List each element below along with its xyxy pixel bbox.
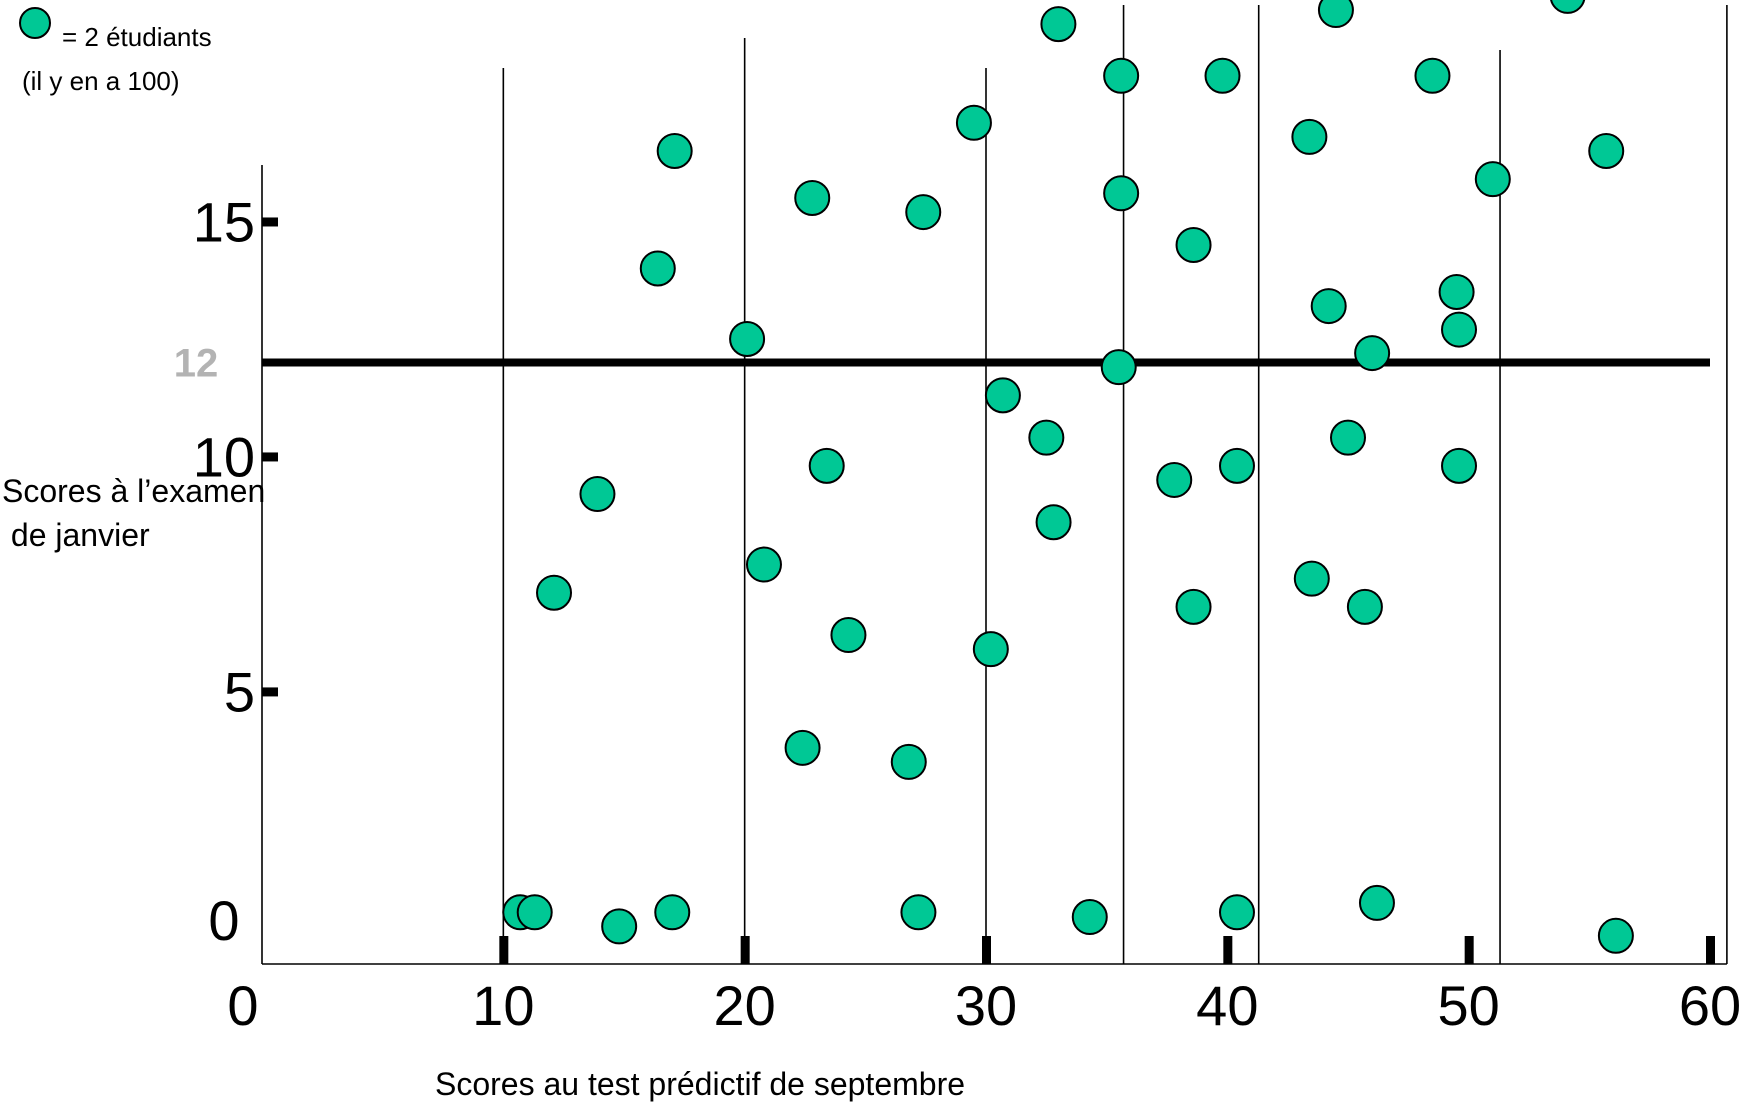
data-point [1218, 447, 1255, 484]
data-point [1310, 288, 1347, 325]
y-tick-mark [262, 452, 278, 462]
data-point [1438, 273, 1475, 310]
vertical-grid-lines [502, 5, 1728, 964]
legend: = 2 étudiants (il y en a 100) [19, 7, 212, 96]
x-tick-label: 40 [1196, 974, 1258, 1037]
threshold-label: 12 [174, 341, 219, 385]
data-point [745, 546, 782, 583]
data-point [1103, 57, 1140, 94]
data-point [654, 894, 691, 931]
data-points [502, 0, 1634, 954]
y-tick-mark [262, 217, 278, 227]
data-point [972, 631, 1009, 668]
data-point [784, 729, 821, 766]
data-point [1317, 0, 1354, 28]
data-point [601, 908, 638, 945]
data-point [1293, 560, 1330, 597]
data-point [1218, 894, 1255, 931]
data-point [1330, 419, 1366, 456]
data-point [536, 574, 573, 611]
x-tick-label: 60 [1679, 974, 1739, 1037]
data-point [1441, 311, 1478, 348]
data-point [1474, 161, 1511, 198]
y-tick-label: 15 [193, 190, 255, 253]
x-tick-label: 50 [1438, 974, 1500, 1037]
data-point [1175, 588, 1212, 625]
data-point [984, 377, 1021, 414]
x-axis-ticks: 0 10 20 30 40 50 60 [227, 936, 1739, 1037]
data-point [1441, 447, 1478, 484]
data-point [900, 894, 937, 931]
y-tick-label: 0 [208, 889, 239, 952]
data-point [955, 104, 992, 141]
data-point [905, 194, 942, 231]
y-tick-label: 10 [193, 425, 255, 488]
data-point [1071, 899, 1108, 936]
x-axis-title: Scores au test prédictif de septembre [435, 1066, 965, 1102]
data-point [1588, 132, 1625, 169]
legend-text-line2: (il y en a 100) [22, 66, 180, 96]
x-tick-label: 0 [227, 974, 258, 1037]
data-point [830, 617, 867, 654]
data-point [1035, 504, 1072, 541]
y-axis-title-line1: Scores à l’examen [2, 473, 265, 509]
data-point [1550, 0, 1586, 14]
axes [261, 165, 1727, 965]
data-point [1291, 118, 1328, 155]
x-tick-label: 30 [955, 974, 1017, 1037]
x-tick-mark [1706, 936, 1715, 964]
legend-text-line1: = 2 étudiants [62, 22, 212, 52]
data-point [808, 447, 845, 484]
y-axis-ticks: 0 5 10 15 [193, 190, 278, 952]
x-tick-mark [499, 936, 509, 964]
data-point [1100, 349, 1137, 386]
x-tick-mark [1223, 936, 1233, 964]
threshold-line-group: 12 [174, 341, 1710, 385]
data-point [1175, 226, 1212, 263]
data-point [1358, 884, 1395, 921]
data-point [1103, 175, 1140, 212]
y-tick-mark [262, 687, 278, 697]
y-axis-title-line2: de janvier [2, 517, 150, 553]
legend-marker [19, 7, 51, 39]
data-point [1204, 57, 1241, 94]
y-tick-label: 5 [224, 660, 255, 723]
data-point [639, 250, 676, 287]
data-point [656, 132, 693, 169]
x-tick-label: 20 [714, 974, 776, 1037]
data-point [516, 894, 553, 931]
data-point [1040, 6, 1077, 43]
data-point [1597, 917, 1634, 954]
data-point [1414, 57, 1451, 94]
data-point [1156, 461, 1193, 498]
data-point [729, 320, 766, 357]
data-point [579, 476, 616, 513]
x-tick-mark [982, 936, 991, 964]
x-tick-label: 10 [472, 974, 534, 1037]
data-point [1028, 419, 1065, 456]
data-point [794, 179, 831, 216]
data-point [1346, 588, 1383, 625]
data-point [1354, 335, 1391, 372]
x-tick-mark [740, 936, 750, 964]
x-tick-mark [1464, 936, 1474, 964]
data-point [890, 743, 927, 780]
